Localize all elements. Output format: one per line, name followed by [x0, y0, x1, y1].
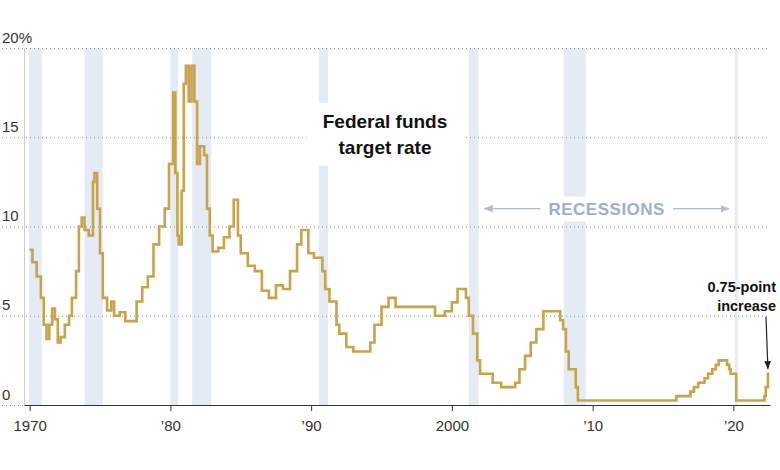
y-tick-label: 0: [2, 386, 10, 403]
x-tick-label: ’80: [161, 417, 181, 434]
recessions-label-bg: [542, 197, 670, 222]
x-tick-mark: [30, 405, 31, 411]
rate-line: [30, 66, 770, 401]
y-tick-label: 5: [2, 296, 10, 313]
x-tick: ’10: [583, 405, 603, 434]
title-line: Federal funds: [323, 111, 448, 132]
y-tick-label: 10: [2, 207, 19, 224]
y-tick-label: 20%: [2, 29, 32, 46]
x-tick: 2000: [436, 405, 469, 434]
x-tick-label: 2000: [436, 417, 469, 434]
title: Federal funds target rate: [323, 111, 448, 158]
annotation: 0.75-point increase: [708, 279, 777, 369]
x-axis: 1970 ’80 ’90 2000 ’10 ’20: [13, 405, 770, 434]
x-tick-label: ’10: [583, 417, 603, 434]
y-tick: 0: [2, 386, 770, 406]
recessions-label: RECESSIONS: [548, 200, 664, 219]
y-axis-line: [24, 49, 25, 406]
x-tick: ’20: [724, 405, 744, 434]
x-tick-mark: [311, 405, 312, 411]
x-tick-mark: [452, 405, 453, 411]
x-tick: ’90: [302, 405, 322, 434]
x-tick: ’80: [161, 405, 181, 434]
y-axis: 0 5 10 15 20%: [2, 29, 770, 406]
recession-band: [735, 48, 738, 405]
line-group: [30, 66, 770, 401]
x-axis-line: [25, 405, 771, 406]
y-tick: 20%: [2, 29, 770, 49]
x-tick-label: ’90: [302, 417, 322, 434]
recession-bands: [29, 48, 738, 405]
recessions-label-group: RECESSIONS: [485, 197, 729, 222]
recessions-arrow-right: [673, 208, 729, 209]
chart: 0 5 10 15 20% 1970 ’80 ’90 2000 ’10 ’20 RECESSIONS F…: [0, 0, 780, 470]
annotation-text-line: 0.75-point: [708, 279, 777, 295]
annotation-text-line: increase: [717, 298, 776, 314]
grid-line: [2, 405, 770, 406]
x-tick-label: ’20: [724, 417, 744, 434]
x-tick-mark: [733, 405, 734, 411]
recessions-arrow-left: [485, 208, 541, 209]
title-line: target rate: [339, 137, 432, 158]
annotation-arrow: [766, 317, 768, 369]
x-tick-label: 1970: [13, 417, 46, 434]
y-tick-label: 15: [2, 118, 19, 135]
title-bg: [307, 103, 464, 166]
grid-line: [2, 227, 770, 228]
title-group: Federal funds target rate: [307, 103, 464, 166]
x-tick-mark: [170, 405, 171, 411]
grid-line: [2, 48, 770, 49]
x-tick-mark: [593, 405, 594, 411]
annotation-text: 0.75-point increase: [708, 279, 777, 314]
x-tick: 1970: [13, 405, 46, 434]
